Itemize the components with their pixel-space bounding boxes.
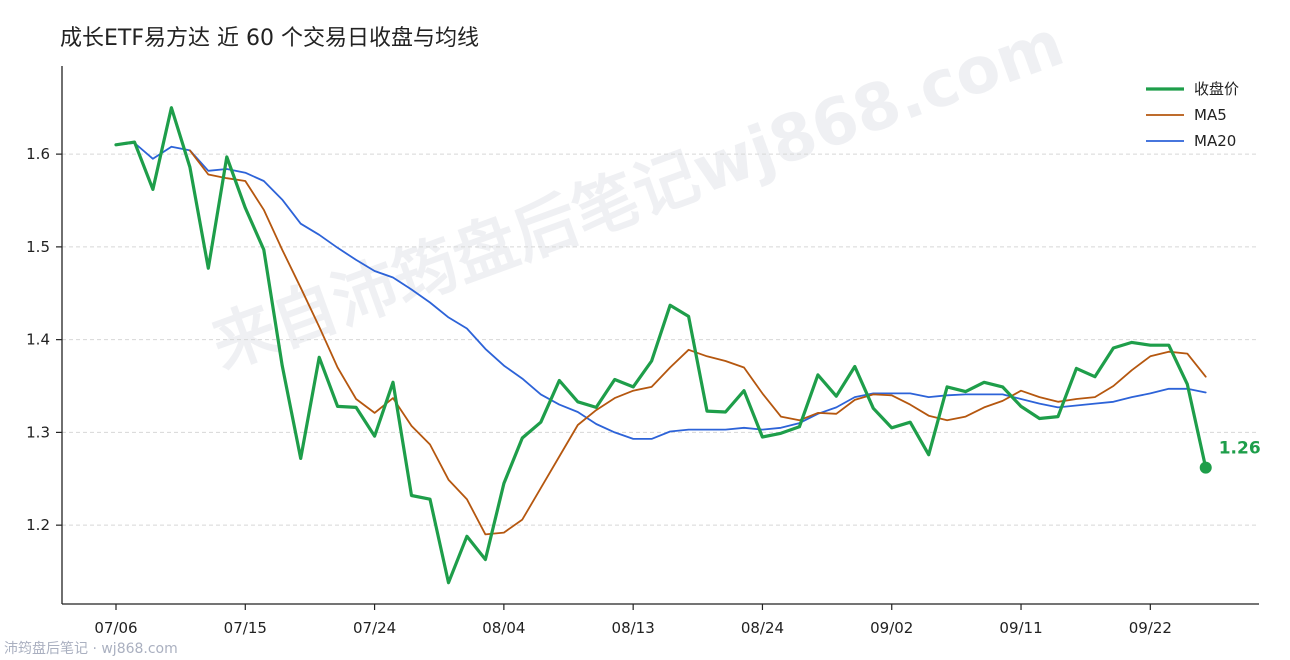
series-line-0: [114, 106, 1208, 585]
watermark-text: 来自沛筠盘后笔记wj868.com: [203, 7, 1074, 384]
x-tick-label: 09/22: [1129, 619, 1172, 637]
x-tick-label: 08/13: [612, 619, 655, 637]
chart-title: 成长ETF易方达 近 60 个交易日收盘与均线: [60, 26, 479, 51]
y-axis-ticks: 1.2 1.3 1.4 1.5 1.6: [26, 145, 62, 534]
x-tick-label: 07/15: [224, 619, 267, 637]
y-tick-label: 1.3: [26, 423, 50, 441]
series-line-2: [115, 142, 1207, 440]
x-tick-label: 08/04: [482, 619, 525, 637]
y-tick-label: 1.2: [26, 516, 50, 534]
legend-label: 收盘价: [1194, 80, 1239, 98]
x-axis-ticks: 07/06 07/15 07/24 08/04 08/13 08/24 09/02 09/11…: [94, 604, 1172, 637]
x-tick-label: 09/02: [870, 619, 913, 637]
x-tick-label: 07/24: [353, 619, 396, 637]
legend-label: MA5: [1194, 106, 1227, 124]
y-tick-label: 1.5: [26, 238, 50, 256]
last-close-marker: [1199, 461, 1212, 474]
series-lines: [114, 106, 1208, 585]
chart-legend: 收盘价 MA5 MA20: [1146, 80, 1239, 150]
last-close-label: 1.26: [1219, 439, 1261, 459]
x-tick-label: 09/11: [999, 619, 1042, 637]
x-tick-label: 07/06: [94, 619, 137, 637]
legend-label: MA20: [1194, 132, 1236, 150]
y-tick-label: 1.4: [26, 331, 50, 349]
x-tick-label: 08/24: [741, 619, 784, 637]
series-line-1: [189, 149, 1207, 536]
y-tick-label: 1.6: [26, 145, 50, 163]
footer-credit: 沛筠盘后笔记 · wj868.com: [4, 640, 178, 657]
